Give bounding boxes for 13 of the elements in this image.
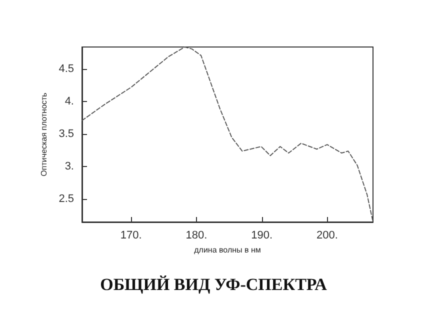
- y-tick-label: 3.: [64, 160, 74, 173]
- line-series: [82, 46, 374, 222]
- y-tick-label: 4.: [64, 96, 74, 108]
- x-tick-label: 190.: [251, 230, 273, 242]
- text: ОБЩИЙ ВИД УФ-СПЕКТРА: [100, 275, 328, 294]
- y-tick-label: 3.5: [58, 128, 74, 140]
- y-tick-label: 2.5: [58, 193, 74, 206]
- x-axis-title: длина волны в нм: [194, 245, 261, 254]
- y-tick-label: 4.5: [58, 63, 74, 76]
- x-tick-label: 200.: [316, 230, 338, 242]
- x-tick-label: 180.: [186, 230, 208, 242]
- x-tick-label: 170.: [120, 230, 142, 242]
- y-axis-title: Оптическая плотность: [39, 92, 48, 176]
